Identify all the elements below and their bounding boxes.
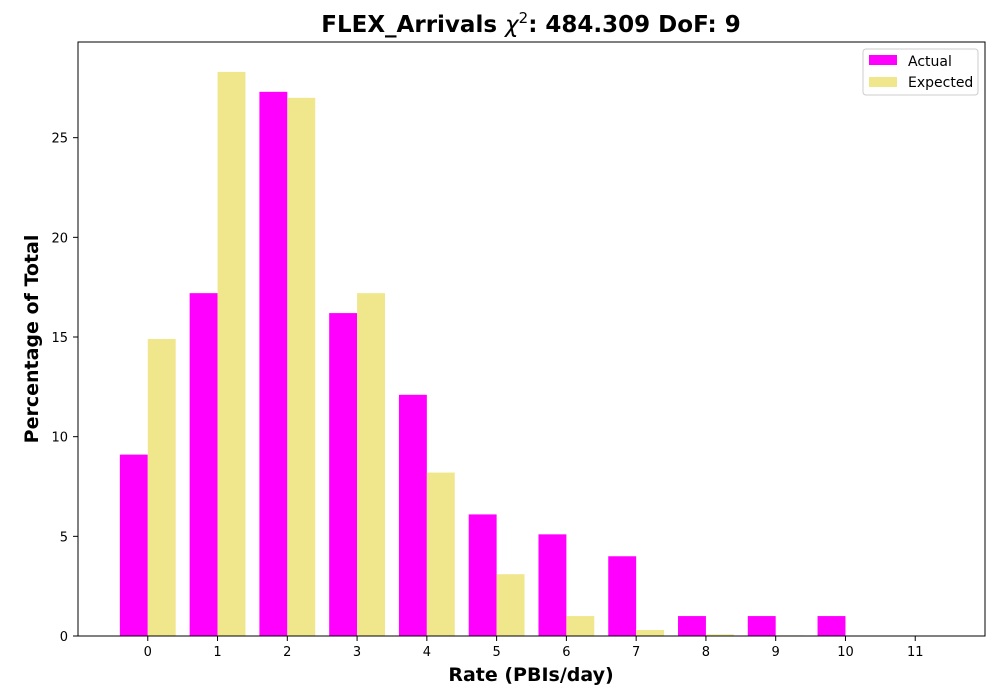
x-tick-label: 11	[907, 645, 924, 660]
legend-label-actual: Actual	[908, 54, 952, 70]
bar-actual-1	[189, 293, 218, 636]
bar-expected-6	[566, 616, 595, 636]
y-axis-label: Percentage of Total	[21, 235, 43, 444]
bar-actual-10	[817, 616, 846, 636]
bar-actual-7	[608, 556, 637, 636]
x-tick-label: 6	[562, 645, 570, 660]
x-tick-label: 9	[772, 645, 780, 660]
bar-expected-1	[217, 71, 246, 636]
chart-title: FLEX_Arrivals χ2: 484.309 DoF: 9	[321, 9, 740, 38]
x-tick-label: 0	[144, 645, 152, 660]
legend-label-expected: Expected	[908, 75, 973, 91]
x-axis-ticks: 0 1 2 3 4 5 6 7 8 9 10 11	[144, 636, 924, 660]
bar-expected-3	[357, 293, 385, 636]
legend-swatch-actual	[869, 55, 897, 65]
bars-layer	[119, 71, 874, 636]
bar-expected-2	[287, 97, 316, 636]
bar-actual-8	[678, 616, 706, 636]
x-tick-label: 5	[492, 645, 500, 660]
x-tick-label: 8	[702, 645, 710, 660]
legend-swatch-expected	[869, 77, 897, 87]
x-tick-label: 10	[837, 645, 854, 660]
bar-expected-5	[496, 574, 525, 636]
bar-actual-5	[468, 514, 497, 636]
bar-expected-0	[147, 339, 176, 636]
y-tick-label: 20	[51, 231, 68, 246]
bar-actual-0	[119, 454, 148, 636]
bar-actual-6	[538, 534, 567, 636]
y-tick-label: 25	[51, 132, 68, 147]
bar-actual-3	[329, 313, 358, 636]
y-tick-label: 10	[51, 431, 68, 446]
x-tick-label: 4	[423, 645, 431, 660]
y-tick-label: 0	[60, 630, 68, 645]
y-axis-ticks: 0 5 10 15 20 25	[51, 132, 78, 645]
bar-expected-7	[636, 630, 665, 636]
y-tick-label: 15	[51, 331, 68, 346]
x-tick-label: 3	[353, 645, 361, 660]
plot-frame	[77, 41, 986, 637]
bar-actual-4	[398, 394, 427, 636]
y-tick-label: 5	[60, 530, 68, 545]
bar-actual-9	[747, 616, 776, 636]
x-tick-label: 1	[213, 645, 221, 660]
x-axis-label: Rate (PBIs/day)	[448, 664, 613, 686]
x-tick-label: 2	[283, 645, 291, 660]
x-tick-label: 7	[632, 645, 640, 660]
bar-expected-8	[705, 634, 734, 636]
bar-expected-4	[426, 472, 455, 636]
legend: Actual Expected	[862, 48, 979, 96]
bar-actual-2	[259, 91, 288, 636]
